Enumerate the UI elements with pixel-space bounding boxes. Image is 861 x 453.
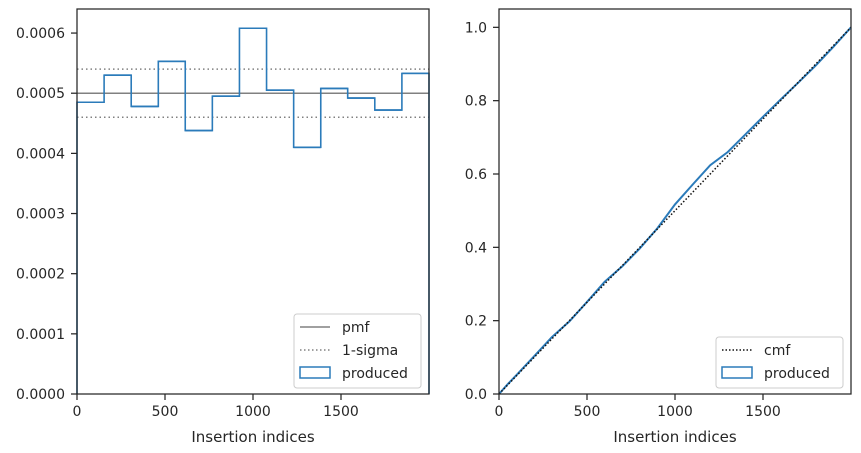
cmf-line (498, 26, 852, 395)
x-tick-label: 0 (495, 404, 504, 420)
right-y-ticks: 0.0 0.2 0.4 0.6 0.8 1.0 (465, 20, 499, 403)
histogram-marks (76, 27, 430, 394)
legend-produced-swatch (721, 366, 753, 379)
right-chart: 0 500 1000 1500 0.0 0.2 0.4 0.6 0.8 1.0 Insertio… (465, 8, 852, 446)
left-x-axis-label: Insertion indices (191, 428, 314, 446)
y-tick-label: 0.8 (465, 94, 487, 110)
right-x-axis-label: Insertion indices (613, 428, 736, 446)
legend-cmf-label: cmf (764, 343, 791, 359)
legend-produced-label: produced (764, 366, 830, 382)
x-tick-label: 500 (574, 404, 601, 420)
legend-produced-label: produced (342, 366, 408, 382)
y-tick-label: 0.0000 (16, 387, 65, 403)
legend-produced-swatch (299, 366, 331, 379)
x-tick-label: 1000 (235, 404, 271, 420)
y-tick-label: 0.0005 (16, 86, 65, 102)
reference-lines (77, 68, 429, 119)
y-tick-label: 0.0006 (16, 26, 65, 42)
y-tick-label: 0.2 (465, 314, 487, 330)
left-y-ticks: 0.0000 0.0001 0.0002 0.0003 0.0004 0.0005 0.00… (16, 26, 77, 403)
y-tick-label: 0.0 (465, 387, 487, 403)
right-x-ticks: 0 500 1000 1500 (495, 394, 781, 420)
y-tick-label: 0.0003 (16, 207, 65, 223)
legend-box (293, 313, 422, 389)
y-tick-label: 0.4 (465, 240, 487, 256)
right-legend: cmf produced (715, 336, 844, 389)
left-x-ticks: 0 500 1000 1500 (73, 394, 359, 420)
x-tick-label: 500 (152, 404, 179, 420)
cdf-marks (498, 26, 852, 395)
y-tick-label: 0.0001 (16, 327, 65, 343)
produced-cdf-line (498, 26, 852, 395)
x-tick-label: 1500 (745, 404, 781, 420)
x-tick-label: 0 (73, 404, 82, 420)
y-tick-label: 0.0002 (16, 267, 65, 283)
legend-sigma-label: 1-sigma (342, 343, 398, 359)
x-tick-label: 1000 (657, 404, 693, 420)
left-legend: pmf 1-sigma produced (293, 313, 422, 389)
left-chart: 0 500 1000 1500 0.00000.00010.00020.00030.0… (16, 8, 430, 446)
y-tick-label: 1.0 (465, 20, 487, 36)
y-tick-label: 0.0004 (16, 146, 65, 162)
x-tick-label: 1500 (323, 404, 359, 420)
y-tick-label: 0.6 (465, 167, 487, 183)
legend-pmf-label: pmf (342, 320, 371, 336)
